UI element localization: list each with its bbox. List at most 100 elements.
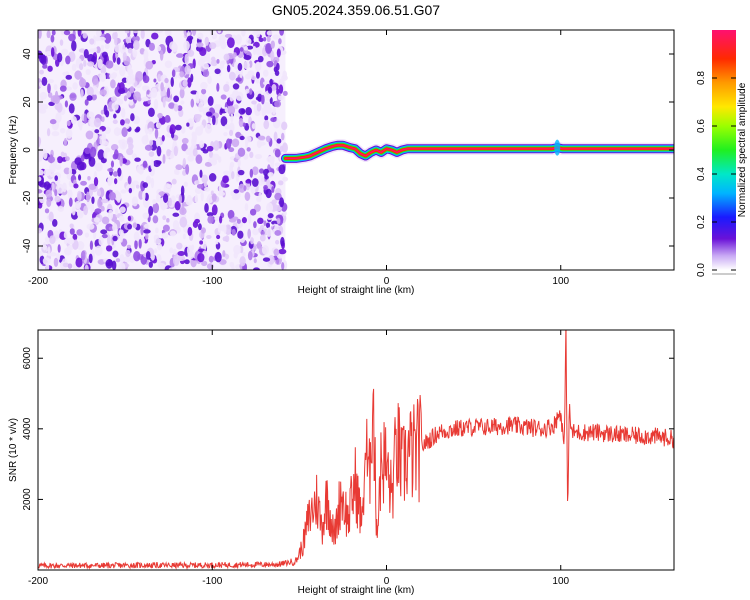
noise-blob — [266, 60, 274, 68]
noise-blob — [132, 49, 138, 58]
noise-blob — [271, 199, 278, 205]
noise-blob — [260, 230, 265, 236]
noise-blob — [267, 254, 275, 265]
noise-blob — [156, 122, 162, 129]
noise-blob — [201, 260, 208, 267]
noise-blob — [156, 145, 162, 157]
noise-blob — [216, 58, 220, 64]
noise-blob — [140, 30, 145, 40]
noise-blob — [76, 210, 82, 218]
noise-blob — [38, 30, 42, 39]
noise-blob — [142, 85, 148, 91]
noise-blob — [127, 223, 133, 230]
noise-blob — [145, 250, 151, 260]
noise-blob — [38, 194, 46, 204]
noise-blob — [89, 240, 94, 250]
noise-blob — [94, 129, 100, 134]
noise-blob — [250, 237, 254, 245]
noise-blob — [62, 71, 69, 76]
signal-track — [279, 139, 674, 165]
noise-blob — [185, 164, 190, 175]
noise-blob — [116, 57, 121, 65]
noise-blob — [140, 224, 144, 236]
noise-blob — [86, 86, 94, 97]
noise-blob — [232, 216, 239, 221]
noise-blob — [197, 59, 205, 67]
noise-blob — [149, 139, 154, 146]
noise-blob — [38, 108, 47, 114]
noise-blob — [232, 83, 240, 90]
noise-blob — [77, 30, 82, 37]
noise-blob — [245, 179, 252, 184]
noise-blob — [245, 135, 252, 143]
noise-blob — [99, 72, 106, 83]
noise-blob — [187, 226, 193, 236]
noise-blob — [269, 97, 273, 105]
noise-blob — [183, 181, 188, 188]
noise-blob — [69, 223, 74, 229]
noise-blob — [127, 47, 133, 54]
noise-blob — [85, 68, 91, 75]
noise-blob — [247, 250, 253, 261]
noise-blob — [264, 115, 269, 121]
noise-blob — [172, 248, 177, 256]
noise-blob — [185, 197, 193, 206]
noise-blob — [49, 163, 56, 173]
noise-blob — [191, 132, 198, 142]
noise-blob — [181, 143, 188, 152]
noise-blob — [244, 203, 249, 211]
noise-blob — [59, 127, 66, 134]
noise-blob — [211, 33, 218, 40]
noise-blob — [200, 227, 206, 234]
noise-blob — [38, 251, 43, 257]
noise-blob — [255, 45, 264, 56]
noise-blob — [103, 150, 108, 159]
colorbar-label: Normalized spectral amplitude — [737, 82, 748, 217]
noise-blob — [270, 40, 275, 49]
noise-blob — [71, 63, 77, 72]
noise-blob — [141, 135, 149, 145]
noise-blob — [257, 55, 264, 63]
noise-blob — [217, 223, 222, 233]
noise-blob — [122, 52, 127, 61]
noise-blob — [113, 36, 118, 46]
noise-blob — [271, 220, 279, 225]
noise-blob — [123, 95, 128, 102]
noise-blob — [168, 197, 172, 207]
noise-blob — [164, 30, 170, 37]
noise-blob — [249, 168, 254, 178]
noise-blob — [241, 217, 247, 224]
noise-blob — [101, 234, 108, 239]
noise-blob — [251, 123, 256, 130]
noise-blob — [41, 76, 48, 86]
noise-blob — [104, 33, 112, 44]
noise-blob — [282, 210, 287, 216]
noise-blob — [262, 257, 271, 262]
noise-blob — [176, 53, 184, 58]
noise-blob — [124, 118, 131, 125]
noise-blob — [219, 215, 223, 224]
noise-blob — [179, 71, 185, 78]
noise-blob — [181, 202, 185, 214]
noise-blob — [47, 78, 54, 84]
noise-blob — [220, 116, 228, 127]
noise-blob — [137, 96, 142, 102]
noise-blob — [126, 147, 134, 156]
noise-blob — [228, 129, 234, 137]
noise-blob — [132, 30, 139, 34]
noise-blob — [272, 106, 276, 115]
noise-blob — [252, 267, 260, 270]
noise-blob — [184, 65, 191, 75]
noise-blob — [95, 162, 103, 172]
noise-blob — [63, 167, 71, 175]
noise-blob — [238, 118, 244, 128]
noise-blob — [43, 168, 52, 177]
noise-blob — [64, 100, 69, 108]
noise-blob — [237, 230, 244, 239]
noise-blob — [101, 30, 105, 34]
noise-blob — [270, 160, 275, 169]
noise-blob — [64, 247, 72, 256]
noise-blob — [120, 119, 125, 126]
noise-blob — [233, 244, 241, 255]
noise-blob — [215, 239, 219, 245]
